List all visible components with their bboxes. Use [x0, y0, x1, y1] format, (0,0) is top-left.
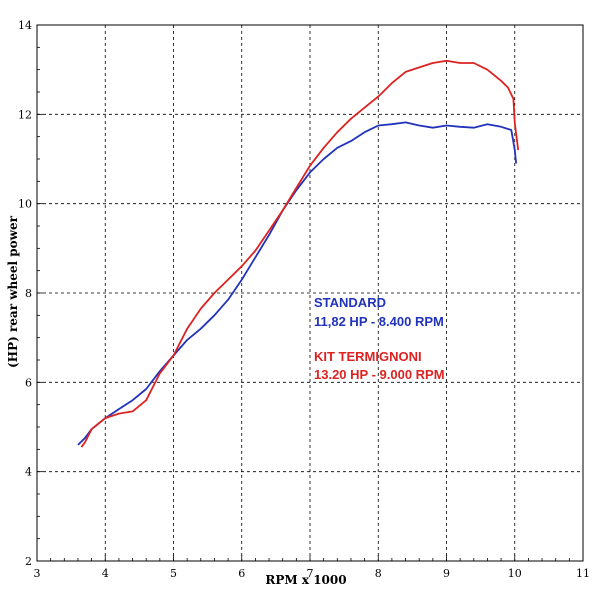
grid: [37, 25, 583, 561]
x-tick-label-11: 11: [576, 567, 590, 580]
y-tick-label-12: 12: [18, 108, 32, 121]
y-tick-label-14: 14: [18, 19, 32, 32]
y-tick-label-8: 8: [25, 287, 32, 300]
x-tick-label-7: 7: [307, 567, 314, 580]
series-line-standard: [77, 121, 517, 446]
x-tick-label-10: 10: [508, 567, 522, 580]
y-tick-label-2: 2: [25, 555, 32, 568]
x-tick-label-4: 4: [102, 567, 109, 580]
y-tick-label-6: 6: [25, 376, 32, 389]
x-tick-label-5: 5: [170, 567, 177, 580]
axes: [36, 24, 584, 562]
y-tick-labels: 2 4 6 8 10 12 14: [18, 19, 32, 568]
series-line-kit-termignoni: [80, 59, 520, 448]
plot-frame: [36, 24, 584, 562]
annotation-standard-value: 11,82 HP - 8.400 RPM: [314, 314, 444, 329]
y-tick-label-10: 10: [18, 198, 32, 211]
x-tick-label-8: 8: [375, 567, 382, 580]
x-tick-label-3: 3: [34, 567, 41, 580]
annotation-termignoni-label: KIT TERMIGNONI: [314, 349, 422, 364]
x-tick-labels: 3 4 5 6 7 8 9 10 11: [34, 567, 591, 580]
x-axis-title: RPM x 1000: [265, 573, 346, 587]
annotation-termignoni-value: 13.20 HP - 9.000 RPM: [314, 367, 445, 382]
x-tick-label-9: 9: [443, 567, 450, 580]
y-tick-label-4: 4: [25, 466, 32, 479]
y-axis-title: (HP) rear wheel power: [6, 215, 20, 368]
annotation-standard-label: STANDARD: [314, 295, 386, 310]
x-tick-label-6: 6: [238, 567, 245, 580]
series-lines: [77, 59, 520, 448]
